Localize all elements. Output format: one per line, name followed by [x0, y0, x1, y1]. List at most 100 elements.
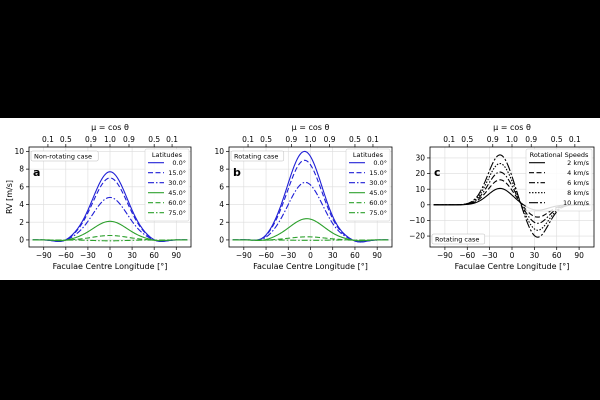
panel-a: −90 −60 −30 0 30 60 90 0 2 4 6 8 10 0.1 0.5 0.9 1.0 0.9 0.…: [5, 123, 192, 271]
figure: −90 −60 −30 0 30 60 90 0 2 4 6 8 10 0.1 0.5 0.9 1.0 0.9 0.…: [0, 118, 600, 280]
x-tick-label: 60: [350, 251, 360, 260]
legend-item-label: 60.0°: [168, 199, 186, 207]
top-tick-label: 1.0: [506, 135, 518, 144]
top-tick-label: 0.1: [242, 135, 254, 144]
y-tick-label: 2: [219, 218, 224, 227]
x-tick-label: −30: [280, 251, 296, 260]
top-tick-label: 0.9: [525, 135, 537, 144]
panel-b: −90 −60 −30 0 30 60 90 0 2 4 6 8 10 0.1 0.5 0.9 1.0 0.9 0.…: [214, 123, 393, 271]
top-tick-label: 0.9: [487, 135, 499, 144]
annotation-box: [431, 233, 486, 245]
legend-item-label: 15.0°: [369, 169, 387, 177]
x-tick-label: 90: [171, 251, 181, 260]
y-tick-label: 6: [219, 182, 224, 191]
y-tick-label: 0: [219, 236, 224, 245]
x-tick-label: 0: [108, 251, 113, 260]
top-tick-label: 1.0: [305, 135, 317, 144]
legend-item-label: 75.0°: [168, 209, 186, 217]
top-axis-label: μ = cos θ: [493, 123, 531, 132]
annotation-box: [230, 150, 285, 162]
legend-item-label: 60.0°: [369, 199, 387, 207]
annotation-text: Rotating case: [234, 153, 278, 161]
y-tick-label: 4: [219, 200, 224, 209]
top-tick-label: 0.5: [349, 135, 361, 144]
x-tick-label: 90: [372, 251, 382, 260]
legend-title: Latitudes: [152, 151, 183, 159]
panel-c: −90 −60 −30 0 30 60 90 −20 −10 0 10 20 30 0.1 0.5 0.9 1.…: [409, 123, 595, 271]
y-tick-label: 30: [415, 154, 425, 163]
legend-item-label: 15.0°: [168, 169, 186, 177]
y-tick-label: −10: [409, 216, 425, 225]
legend-item-label: 30.0°: [168, 179, 186, 187]
y-tick-label: 10: [214, 147, 224, 156]
legend-item-label: 0.0°: [373, 159, 387, 167]
legend-item-label: 0.0°: [172, 159, 186, 167]
x-tick-label: 60: [149, 251, 159, 260]
top-tick-label: 0.9: [324, 135, 336, 144]
panel-label: a: [33, 166, 40, 179]
y-tick-label: −20: [409, 232, 425, 241]
top-tick-label: 0.1: [367, 135, 379, 144]
x-axis-label: Faculae Centre Longitude [°]: [455, 262, 570, 271]
legend-item-label: 45.0°: [369, 189, 387, 197]
y-tick-label: 20: [415, 169, 425, 178]
x-tick-label: 90: [574, 251, 584, 260]
top-tick-label: 0.9: [85, 135, 97, 144]
x-tick-label: −90: [236, 251, 252, 260]
x-tick-label: −60: [258, 251, 274, 260]
top-tick-label: 0.1: [166, 135, 178, 144]
panel-label: b: [233, 166, 241, 179]
y-tick-label: 0: [19, 236, 24, 245]
top-tick-label: 0.9: [123, 135, 135, 144]
x-tick-label: 30: [530, 251, 540, 260]
x-tick-label: −30: [482, 251, 498, 260]
y-axis-label: RV [m/s]: [5, 180, 14, 214]
top-tick-label: 0.5: [60, 135, 72, 144]
x-tick-label: −60: [459, 251, 475, 260]
top-axis-label: μ = cos θ: [91, 123, 129, 132]
legend-item-label: 30.0°: [369, 179, 387, 187]
annotation-text: Rotating case: [435, 236, 479, 244]
x-tick-label: 0: [308, 251, 313, 260]
x-tick-label: −60: [58, 251, 74, 260]
legend-item-label: 2 km/s: [567, 159, 589, 167]
top-axis-label: μ = cos θ: [292, 123, 330, 132]
top-tick-label: 0.9: [285, 135, 297, 144]
annotation-box: [30, 150, 99, 162]
x-tick-label: 30: [127, 251, 137, 260]
top-tick-label: 0.5: [260, 135, 272, 144]
x-axis-label: Faculae Centre Longitude [°]: [253, 262, 368, 271]
y-tick-label: 2: [19, 218, 24, 227]
top-tick-label: 1.0: [104, 135, 116, 144]
x-axis-label: Faculae Centre Longitude [°]: [53, 262, 168, 271]
x-tick-label: −90: [437, 251, 453, 260]
legend-item-label: 8 km/s: [567, 189, 589, 197]
y-tick-label: 10: [14, 147, 24, 156]
x-tick-label: −90: [36, 251, 52, 260]
legend-item-label: 6 km/s: [567, 179, 589, 187]
top-tick-label: 0.5: [461, 135, 473, 144]
y-tick-label: 8: [19, 165, 24, 174]
top-tick-label: 0.1: [569, 135, 581, 144]
panel-label: c: [434, 166, 441, 179]
y-tick-label: 8: [219, 165, 224, 174]
top-tick-label: 0.5: [551, 135, 563, 144]
legend-title: Rotational Speeds: [530, 151, 589, 159]
y-tick-label: 0: [420, 200, 425, 209]
top-tick-label: 0.1: [443, 135, 455, 144]
top-tick-label: 0.1: [42, 135, 54, 144]
y-tick-label: 10: [415, 185, 425, 194]
legend-item-label: 10 km/s: [563, 199, 590, 207]
legend-title: Latitudes: [353, 151, 384, 159]
legend-box: [525, 148, 593, 212]
x-tick-label: 0: [510, 251, 515, 260]
series-line-6: [32, 239, 188, 242]
top-tick-label: 0.5: [148, 135, 160, 144]
x-tick-label: 30: [328, 251, 338, 260]
y-tick-label: 6: [19, 182, 24, 191]
x-tick-label: 60: [552, 251, 562, 260]
legend-item-label: 45.0°: [168, 189, 186, 197]
annotation-text: Non-rotating case: [34, 153, 92, 161]
legend-item-label: 4 km/s: [567, 169, 589, 177]
